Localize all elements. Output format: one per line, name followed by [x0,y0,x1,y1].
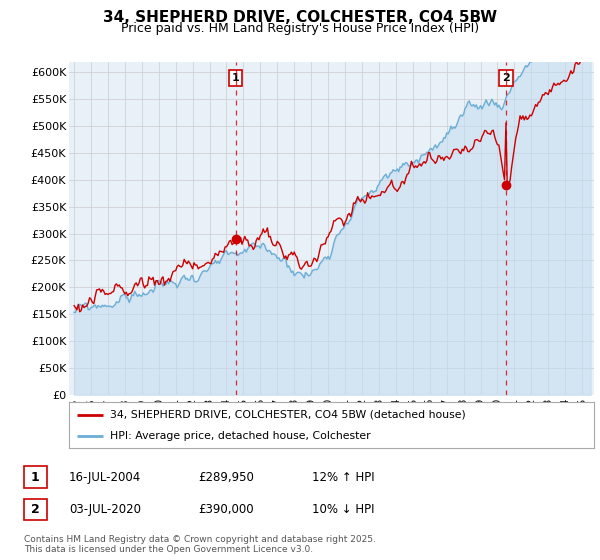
Text: 2: 2 [31,503,40,516]
Text: 10% ↓ HPI: 10% ↓ HPI [312,503,374,516]
Text: 1: 1 [31,470,40,484]
Text: 34, SHEPHERD DRIVE, COLCHESTER, CO4 5BW: 34, SHEPHERD DRIVE, COLCHESTER, CO4 5BW [103,10,497,25]
Text: 2: 2 [502,73,510,83]
Text: £289,950: £289,950 [198,470,254,484]
Text: 34, SHEPHERD DRIVE, COLCHESTER, CO4 5BW (detached house): 34, SHEPHERD DRIVE, COLCHESTER, CO4 5BW … [110,410,466,420]
Text: 12% ↑ HPI: 12% ↑ HPI [312,470,374,484]
Text: £390,000: £390,000 [198,503,254,516]
Text: Contains HM Land Registry data © Crown copyright and database right 2025.
This d: Contains HM Land Registry data © Crown c… [24,535,376,554]
Text: HPI: Average price, detached house, Colchester: HPI: Average price, detached house, Colc… [110,431,371,441]
Text: 1: 1 [232,73,239,83]
Text: 03-JUL-2020: 03-JUL-2020 [69,503,141,516]
Text: Price paid vs. HM Land Registry's House Price Index (HPI): Price paid vs. HM Land Registry's House … [121,22,479,35]
Text: 16-JUL-2004: 16-JUL-2004 [69,470,141,484]
